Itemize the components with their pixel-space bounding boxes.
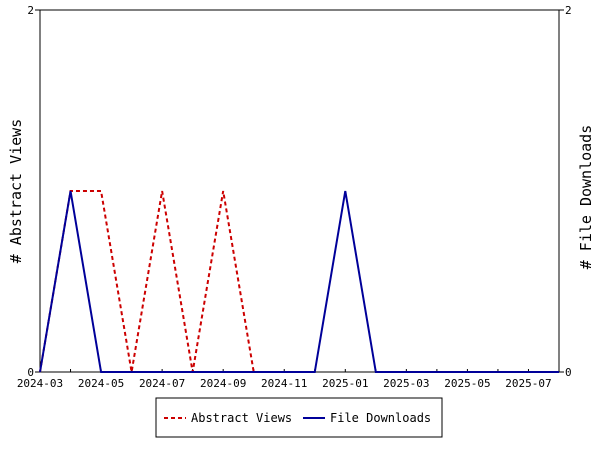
y-right-tick-0: 0 [565, 366, 572, 379]
series-line-file-downloads [39, 190, 559, 373]
x-tick-label: 2025-05 [444, 377, 490, 390]
legend-label-abstract-views: Abstract Views [191, 411, 292, 425]
series-line-abstract-views [39, 190, 255, 373]
y-right-tick-2: 2 [565, 4, 572, 17]
legend-box [155, 397, 443, 438]
x-tick-label: 2025-01 [322, 377, 368, 390]
x-tick-label: 2025-03 [383, 377, 429, 390]
y-left-axis-title: # Abstract Views [7, 119, 25, 264]
plot-frame [39, 9, 560, 373]
x-tick-label: 2024-07 [139, 377, 185, 390]
y-left-tick-2: 2 [27, 4, 34, 17]
y-right-axis-title: # File Downloads [577, 125, 595, 270]
x-tick-label: 2024-11 [261, 377, 307, 390]
x-tick-label: 2025-07 [505, 377, 551, 390]
legend: Abstract Views File Downloads [155, 397, 443, 438]
legend-label-file-downloads: File Downloads [330, 411, 431, 425]
y-left-tick-0: 0 [27, 366, 34, 379]
x-tick-label: 2024-09 [200, 377, 246, 390]
x-tick-label: 2024-03 [17, 377, 63, 390]
x-tick-label: 2024-05 [78, 377, 124, 390]
